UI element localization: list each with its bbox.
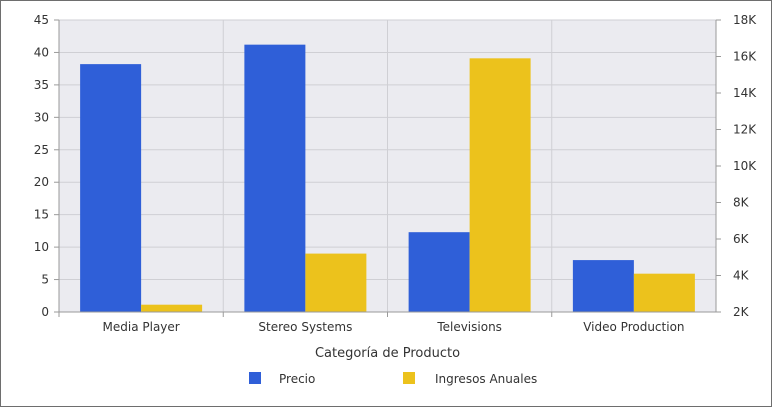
left-tick-label: 15 — [34, 208, 49, 222]
left-axis-ticks: 0 5 10 15 20 25 30 35 40 45 — [34, 13, 59, 319]
left-tick-label: 0 — [41, 305, 49, 319]
legend-swatch — [403, 372, 415, 384]
bar-precio — [80, 64, 142, 312]
left-tick-label: 30 — [34, 110, 49, 124]
right-tick-label: 10K — [733, 159, 757, 173]
x-tick-label: Media Player — [103, 320, 180, 334]
bar-ingresos-anuales — [141, 304, 203, 312]
right-axis-ticks: 2K 4K 6K 8K 10K 12K 14K 16K 18K — [716, 13, 757, 319]
legend-label: Ingresos Anuales — [435, 372, 537, 386]
left-tick-label: 40 — [34, 45, 49, 59]
grid-lines — [59, 19, 716, 313]
right-tick-label: 8K — [733, 196, 750, 210]
x-tick-label: Video Production — [583, 320, 684, 334]
x-tick-label: Stereo Systems — [258, 320, 352, 334]
left-tick-label: 25 — [34, 143, 49, 157]
right-tick-label: 14K — [733, 86, 757, 100]
left-tick-label: 45 — [34, 13, 49, 27]
bar-ingresos-anuales — [469, 58, 531, 313]
x-tick-label: Televisions — [436, 320, 502, 334]
legend-swatch — [249, 372, 261, 384]
legend: Precio Ingresos Anuales — [249, 372, 537, 386]
legend-label: Precio — [279, 372, 315, 386]
right-tick-label: 16K — [733, 50, 757, 64]
left-tick-label: 10 — [34, 240, 49, 254]
x-axis-title: Categoría de Producto — [315, 346, 460, 361]
right-tick-label: 2K — [733, 305, 750, 319]
right-tick-label: 4K — [733, 269, 750, 283]
bar-precio — [408, 232, 470, 312]
left-tick-label: 5 — [41, 273, 49, 287]
bar-precio — [572, 260, 634, 312]
right-tick-label: 18K — [733, 13, 757, 27]
bar-ingresos-anuales — [305, 253, 367, 312]
left-tick-label: 20 — [34, 175, 49, 189]
bar-ingresos-anuales — [633, 273, 695, 312]
bar-precio — [244, 44, 306, 312]
right-tick-label: 12K — [733, 123, 757, 137]
bars — [80, 44, 695, 313]
x-axis-ticks: Media Player Stereo Systems Televisions Vid… — [58, 312, 685, 334]
left-tick-label: 35 — [34, 78, 49, 92]
right-tick-label: 6K — [733, 232, 750, 246]
